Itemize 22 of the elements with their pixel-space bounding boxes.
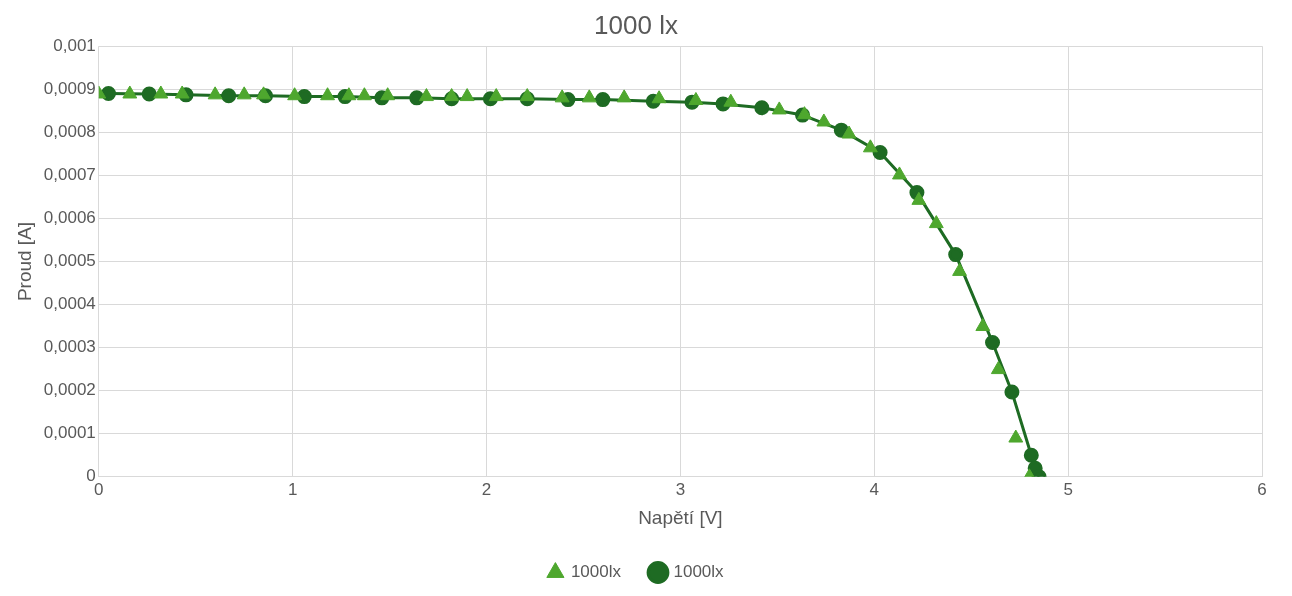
y-axis-title: Proud [A] — [13, 221, 35, 302]
y-tick-label: 0 — [86, 466, 96, 486]
y-tick-label: 0,0002 — [43, 380, 96, 400]
y-tick-label: 0,001 — [53, 35, 96, 55]
y-tick-label: 0,0008 — [43, 122, 96, 142]
x-tick-label: 4 — [869, 479, 879, 499]
y-tick-label: 0,0005 — [43, 251, 96, 271]
y-tick-label: 0,0001 — [43, 423, 96, 443]
x-tick-label: 5 — [1063, 479, 1073, 499]
y-tick-label: 0,0003 — [43, 337, 96, 357]
legend-label: 1000lx — [673, 562, 725, 582]
x-tick-label: 2 — [481, 479, 492, 499]
legend-label: 1000lx — [570, 562, 622, 582]
x-axis-title: Napětí [V] — [638, 506, 723, 528]
y-tick-label: 0,0007 — [43, 165, 96, 185]
y-tick-label: 0,0004 — [43, 294, 96, 314]
x-tick-label: 6 — [1257, 479, 1267, 499]
x-tick-label: 3 — [675, 479, 686, 499]
y-tick-label: 0,0009 — [43, 78, 96, 98]
chart-title: 1000 lx — [594, 9, 678, 40]
y-tick-label: 0,0006 — [43, 208, 96, 228]
x-tick-label: 1 — [287, 479, 298, 499]
